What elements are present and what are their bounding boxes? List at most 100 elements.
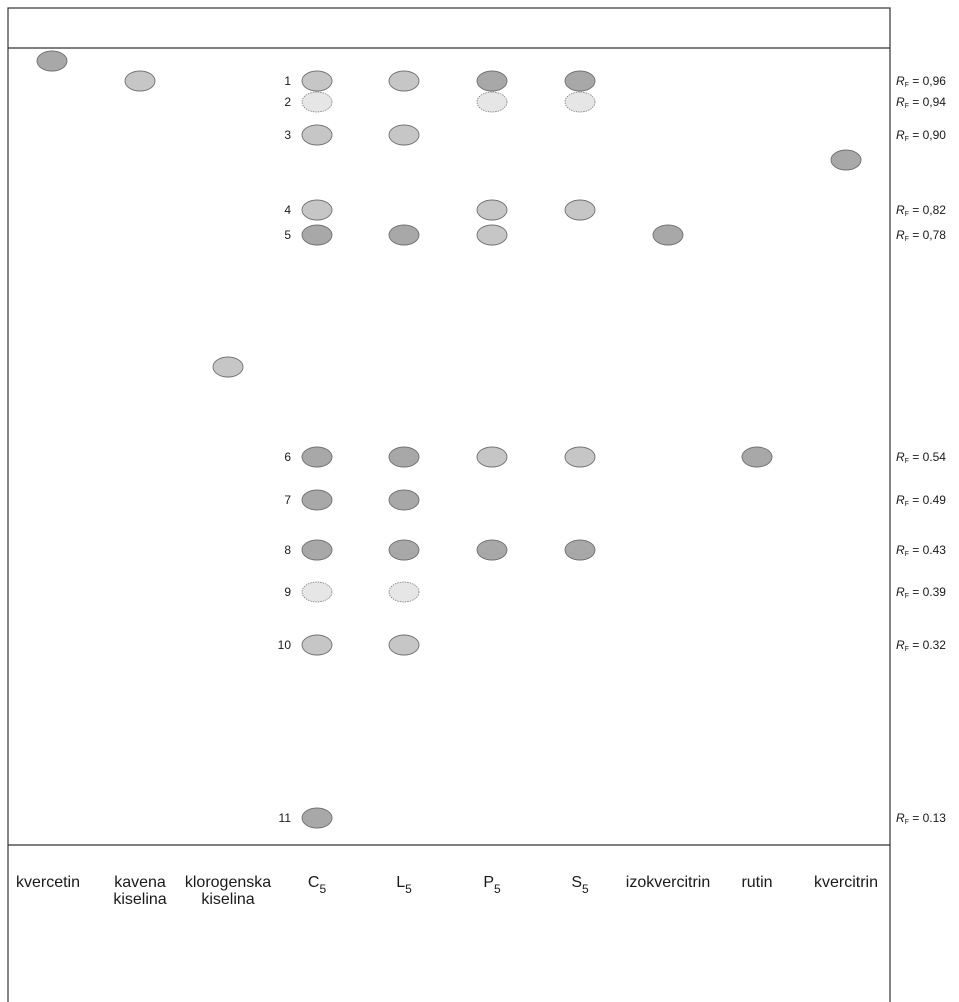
zone-number: 9 [284, 585, 291, 599]
lane-label-rutin: rutin [741, 874, 772, 891]
spot-L5-zone-9 [388, 581, 420, 603]
zone-number: 6 [284, 450, 291, 464]
zone-number: 4 [284, 203, 291, 217]
spot-C5-zone-10 [301, 634, 333, 656]
lane-label-line1: izokvercitrin [625, 874, 711, 891]
rf-value-label: RF = 0.39 [896, 585, 946, 604]
lane-label-line1: klorogenska [184, 874, 272, 891]
rf-value-label: RF = 0.32 [896, 638, 946, 657]
rf-subscript: F [904, 211, 909, 218]
lane-label-main: S [571, 874, 582, 891]
spot-C5-zone-7 [301, 489, 333, 511]
rf-symbol: R [896, 585, 905, 599]
rf-value-label: RF = 0.13 [896, 811, 946, 830]
lane-label-line2: kiselina [201, 891, 255, 908]
spot-P5-zone-1 [476, 70, 508, 92]
spot-P5-zone-6 [476, 446, 508, 468]
spot-L5-zone-3 [388, 124, 420, 146]
zone-number: 2 [284, 95, 291, 109]
rf-number: = 0.39 [908, 585, 946, 599]
spot-P5-zone-8 [476, 539, 508, 561]
rf-subscript: F [904, 646, 909, 653]
rf-subscript: F [904, 82, 909, 89]
spot-S5-zone-2 [564, 91, 596, 113]
spot-C5-zone-8 [301, 539, 333, 561]
spot-L5-zone-10 [388, 634, 420, 656]
spot-C5-zone-11 [301, 807, 333, 829]
lane-label-main: C [307, 874, 320, 891]
zone-number: 7 [284, 493, 291, 507]
lane-label-subscript: 5 [581, 882, 589, 896]
lane-label-line1: rutin [741, 874, 773, 891]
lane-label-kvercetin: kvercetin [16, 874, 80, 891]
rf-subscript: F [904, 593, 909, 600]
rf-subscript: F [904, 501, 909, 508]
lane-label-S5: S5 [571, 874, 588, 898]
spot-kavena-reference [124, 70, 156, 92]
lane-label-subscript: 5 [493, 882, 501, 896]
zone-number: 1 [284, 74, 291, 88]
lane-label-izokvercitrin: izokvercitrin [626, 874, 710, 891]
spot-klorogenska-reference [212, 356, 244, 378]
lane-label-line1: kavena [114, 874, 166, 891]
rf-symbol: R [896, 543, 905, 557]
rf-number: = 0,90 [908, 128, 946, 142]
rf-symbol: R [896, 228, 905, 242]
lane-label-line1: kvercetin [15, 874, 81, 891]
lane-label-kvercitrin: kvercitrin [814, 874, 878, 891]
rf-number: = 0,96 [908, 74, 946, 88]
plate-border [7, 7, 891, 1002]
rf-symbol: R [896, 203, 905, 217]
rf-value-label: RF = 0,96 [896, 74, 946, 93]
rf-number: = 0,78 [908, 228, 946, 242]
spot-L5-zone-8 [388, 539, 420, 561]
lane-label-L5: L5 [396, 874, 412, 898]
spot-izokvercitrin-reference [652, 224, 684, 246]
spot-C5-zone-1 [301, 70, 333, 92]
spot-kvercitrin-reference [830, 149, 862, 171]
rf-symbol: R [896, 95, 905, 109]
spot-kvercetin-reference [36, 50, 68, 72]
spot-L5-zone-1 [388, 70, 420, 92]
spot-S5-zone-1 [564, 70, 596, 92]
zone-number: 11 [278, 811, 291, 825]
rf-number: = 0.32 [908, 638, 946, 652]
spot-L5-zone-7 [388, 489, 420, 511]
spot-P5-zone-5 [476, 224, 508, 246]
spot-L5-zone-5 [388, 224, 420, 246]
lane-label-line2: kiselina [113, 891, 167, 908]
spot-P5-zone-4 [476, 199, 508, 221]
lane-label-P5: P5 [483, 874, 500, 898]
rf-subscript: F [904, 236, 909, 243]
spot-C5-zone-4 [301, 199, 333, 221]
spot-S5-zone-8 [564, 539, 596, 561]
rf-value-label: RF = 0,94 [896, 95, 946, 114]
rf-symbol: R [896, 128, 905, 142]
lane-label-line1: kvercitrin [813, 874, 879, 891]
rf-subscript: F [904, 136, 909, 143]
rf-subscript: F [904, 458, 909, 465]
rf-symbol: R [896, 811, 905, 825]
rf-symbol: R [896, 74, 905, 88]
rf-number: = 0.43 [908, 543, 946, 557]
rf-subscript: F [904, 103, 909, 110]
spot-C5-zone-5 [301, 224, 333, 246]
lane-label-subscript: 5 [405, 882, 412, 896]
rf-value-label: RF = 0.54 [896, 450, 946, 469]
rf-value-label: RF = 0.43 [896, 543, 946, 562]
lane-label-subscript: 5 [319, 882, 327, 896]
rf-number: = 0,82 [908, 203, 946, 217]
zone-number: 5 [284, 228, 291, 242]
spot-C5-zone-9 [301, 581, 333, 603]
spot-S5-zone-4 [564, 199, 596, 221]
spot-C5-zone-2 [301, 91, 333, 113]
rf-value-label: RF = 0,90 [896, 128, 946, 147]
lane-label-kavena: kavena kiselina [113, 874, 166, 908]
spot-S5-zone-6 [564, 446, 596, 468]
lane-label-main: P [483, 874, 494, 891]
zone-number: 10 [277, 638, 291, 652]
spot-P5-zone-2 [476, 91, 508, 113]
lane-label-main: L [396, 874, 406, 891]
spot-rutin-reference [741, 446, 773, 468]
